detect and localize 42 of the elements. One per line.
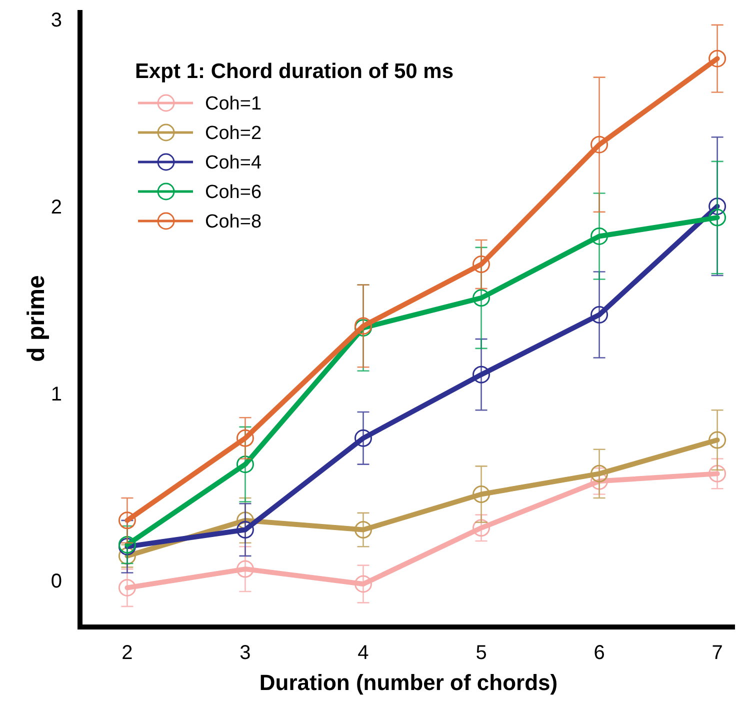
y-tick-label: 0 bbox=[50, 570, 62, 592]
point bbox=[708, 464, 726, 482]
point bbox=[118, 512, 136, 530]
point bbox=[708, 50, 726, 68]
point bbox=[708, 198, 726, 216]
point bbox=[590, 136, 608, 154]
point bbox=[472, 519, 490, 537]
legend-label: Coh=1 bbox=[205, 94, 262, 115]
x-tick-label: 7 bbox=[712, 642, 723, 664]
x-tick-label: 4 bbox=[358, 642, 369, 664]
point bbox=[236, 560, 254, 578]
point bbox=[354, 521, 372, 539]
legend-label: Coh=4 bbox=[205, 152, 262, 174]
point bbox=[472, 486, 490, 503]
point bbox=[236, 456, 254, 474]
x-axis-title: Duration (number of chords) bbox=[259, 670, 558, 695]
y-tick-label: 3 bbox=[50, 9, 62, 32]
y-tick-label: 1 bbox=[50, 383, 62, 406]
point bbox=[590, 227, 608, 245]
point bbox=[236, 429, 254, 447]
y-axis-title: d prime bbox=[23, 275, 50, 362]
point bbox=[236, 521, 254, 539]
point bbox=[590, 306, 608, 324]
legend-label: Coh=6 bbox=[205, 182, 262, 204]
y-tick-label: 2 bbox=[50, 196, 62, 218]
x-tick-label: 3 bbox=[240, 642, 251, 664]
x-tick-label: 5 bbox=[476, 642, 487, 664]
legend-label: Coh=2 bbox=[205, 123, 262, 144]
legend-label: Coh=8 bbox=[205, 212, 262, 233]
point bbox=[472, 256, 490, 274]
point bbox=[118, 578, 136, 596]
point bbox=[354, 575, 372, 593]
point bbox=[708, 431, 726, 449]
legend-title: Expt 1: Chord duration of 50 ms bbox=[135, 60, 454, 83]
point bbox=[472, 289, 490, 307]
point bbox=[590, 464, 608, 482]
point bbox=[354, 429, 372, 447]
x-tick-label: 6 bbox=[594, 642, 605, 664]
point bbox=[118, 547, 136, 565]
point bbox=[472, 366, 490, 384]
x-tick-label: 2 bbox=[122, 642, 133, 664]
point bbox=[708, 208, 726, 226]
